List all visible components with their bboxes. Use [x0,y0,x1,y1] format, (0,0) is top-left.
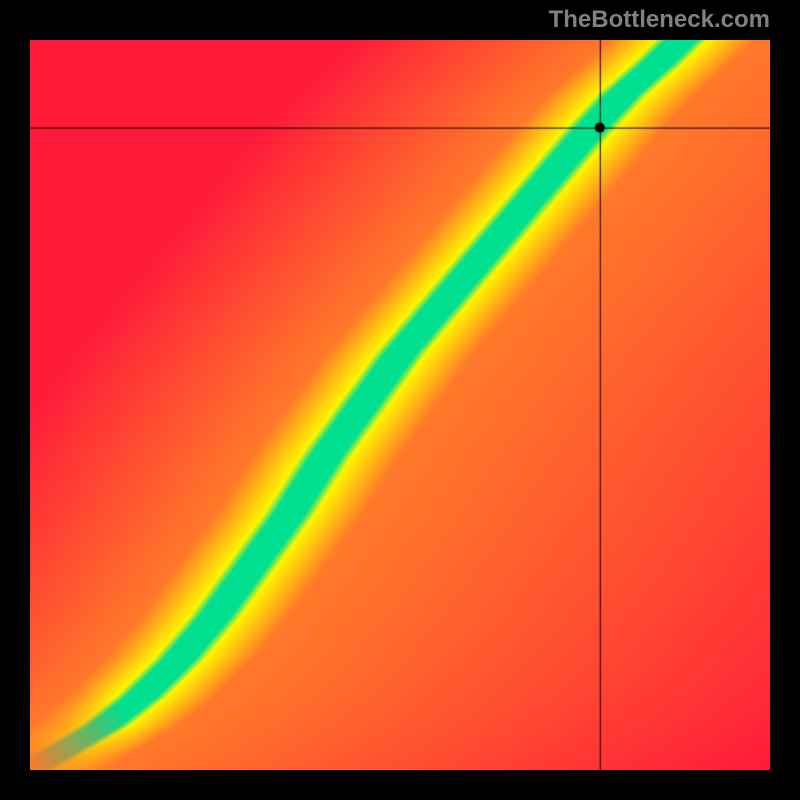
watermark-text: TheBottleneck.com [549,6,770,34]
heatmap-canvas [30,40,770,770]
chart-container: { "type": "heatmap", "watermark": { "tex… [0,0,800,800]
